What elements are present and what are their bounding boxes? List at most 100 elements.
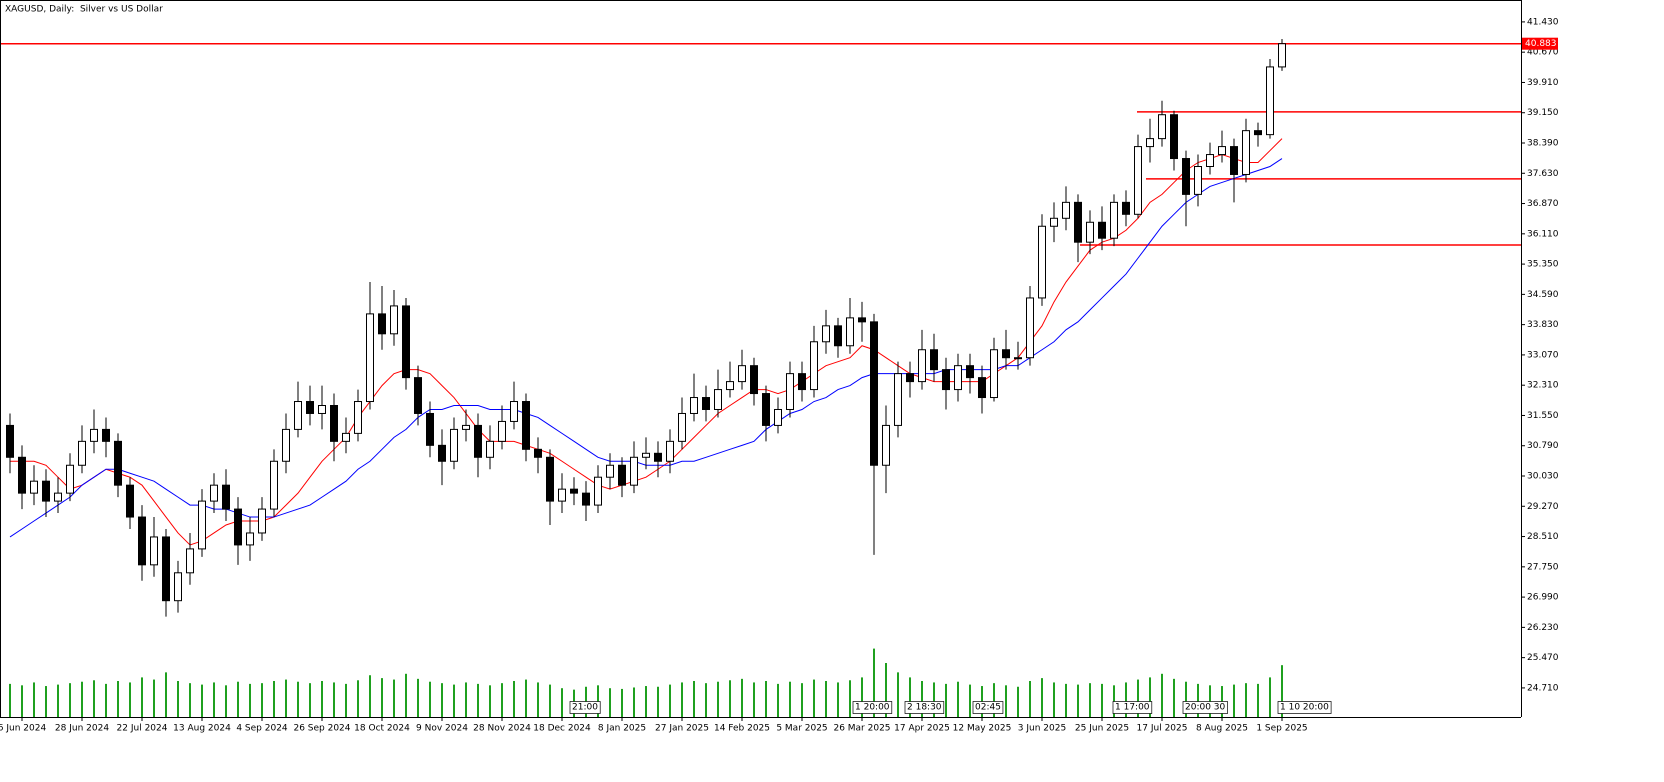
candle-body [1002,349,1010,359]
time-marker-box [569,701,601,714]
time-marker: 1 17:00 [1115,703,1150,713]
ma-line [10,138,1283,546]
candle-body [1182,158,1190,195]
x-tick-label: 25 Jun 2025 [1075,724,1129,734]
candle-body [1038,225,1046,299]
time-marker-box [1277,701,1332,714]
y-tick-label: 33.070 [1527,350,1559,360]
time-marker-box [972,701,1004,714]
candle-body [210,484,218,502]
candle-body [486,440,494,458]
x-tick-label: 3 Jun 2025 [1018,724,1066,734]
plot-area [0,39,1521,717]
x-tick-label: 18 Dec 2024 [533,724,591,734]
candle-body [1050,217,1058,227]
candle-body [1086,221,1094,243]
candle-body [114,440,122,486]
candle-body [246,532,254,546]
candle-body [1218,146,1226,156]
time-marker-box [904,701,945,714]
candle-body [378,313,386,335]
candle-body [306,401,314,414]
candle-body [1230,146,1238,175]
y-tick-label: 27.750 [1527,562,1559,572]
candle-body [1074,201,1082,243]
x-tick-label: 8 Jan 2025 [598,724,646,734]
x-tick-label: 5 Mar 2025 [776,724,827,734]
x-tick-label: 14 Feb 2025 [714,724,770,734]
candle-body [918,349,926,383]
y-tick-label: 26.990 [1527,593,1559,603]
candle-body [834,325,842,347]
time-marker-box [852,701,893,714]
candle-body [66,464,74,494]
candle-body [954,365,962,391]
candle-body [462,424,470,430]
y-tick-label: 26.230 [1527,623,1559,633]
candle-body [54,492,62,502]
candle-body [750,365,758,395]
candle-body [1206,154,1214,168]
candle-body [1254,130,1262,136]
candle-body [162,536,170,602]
candle-body [222,484,230,510]
candle-body [906,373,914,383]
chart-title: XAGUSD, Daily: Silver vs US Dollar [5,5,163,15]
candle-body [102,428,110,442]
candle-body [366,313,374,403]
candle-body [714,389,722,410]
x-tick-label: 4 Sep 2024 [236,724,288,734]
time-marker-box [1112,701,1153,714]
x-tick-label: 6 Jun 2024 [0,724,46,734]
y-tick-label: 40.670 [1527,48,1559,58]
y-tick-label: 24.710 [1527,683,1559,693]
candle-body [270,460,278,510]
candle-body [474,424,482,458]
time-marker: 1 10 20:00 [1280,703,1329,713]
candle-body [1014,357,1022,360]
candle-body [870,321,878,466]
y-tick-label: 29.270 [1527,502,1559,512]
x-tick-label: 17 Jul 2025 [1137,724,1188,734]
candle-body [774,408,782,426]
candle-body [1194,166,1202,195]
candle-body [186,548,194,574]
candle-body [1098,221,1106,239]
candle-body [150,536,158,566]
x-tick-label: 17 Apr 2025 [894,724,950,734]
candle-body [198,500,206,550]
y-tick-label: 33.830 [1527,320,1559,330]
y-tick-label: 30.790 [1527,441,1559,451]
y-tick-label: 30.030 [1527,472,1559,482]
y-tick-label: 38.390 [1527,139,1559,149]
candle-body [18,456,26,494]
y-tick-label: 39.910 [1527,78,1559,88]
x-tick-label: 13 Aug 2024 [173,724,231,734]
candle-body [666,440,674,462]
price-tag-label: 40.883 [1525,39,1557,49]
candle-body [282,428,290,462]
candle-body [1026,297,1034,359]
y-tick-label: 39.150 [1527,108,1559,118]
candle-body [126,484,134,518]
x-tick-label: 12 May 2025 [953,724,1012,734]
x-tick-label: 26 Mar 2025 [833,724,890,734]
candle-body [1158,114,1166,140]
candle-body [798,373,806,391]
x-tick-label: 9 Nov 2024 [416,724,468,734]
x-tick-label: 28 Jun 2024 [55,724,109,734]
candle-body [846,317,854,347]
candle-body [6,424,14,458]
candle-body [606,464,614,478]
candle-body [1110,201,1118,239]
y-tick-label: 37.630 [1527,169,1559,179]
candle-body [654,452,662,462]
candle-body [90,428,98,442]
candle-body [978,377,986,399]
candle-body [690,397,698,414]
candle-body [1146,138,1154,148]
candle-body [1278,43,1286,68]
time-marker: 21:00 [572,703,598,713]
